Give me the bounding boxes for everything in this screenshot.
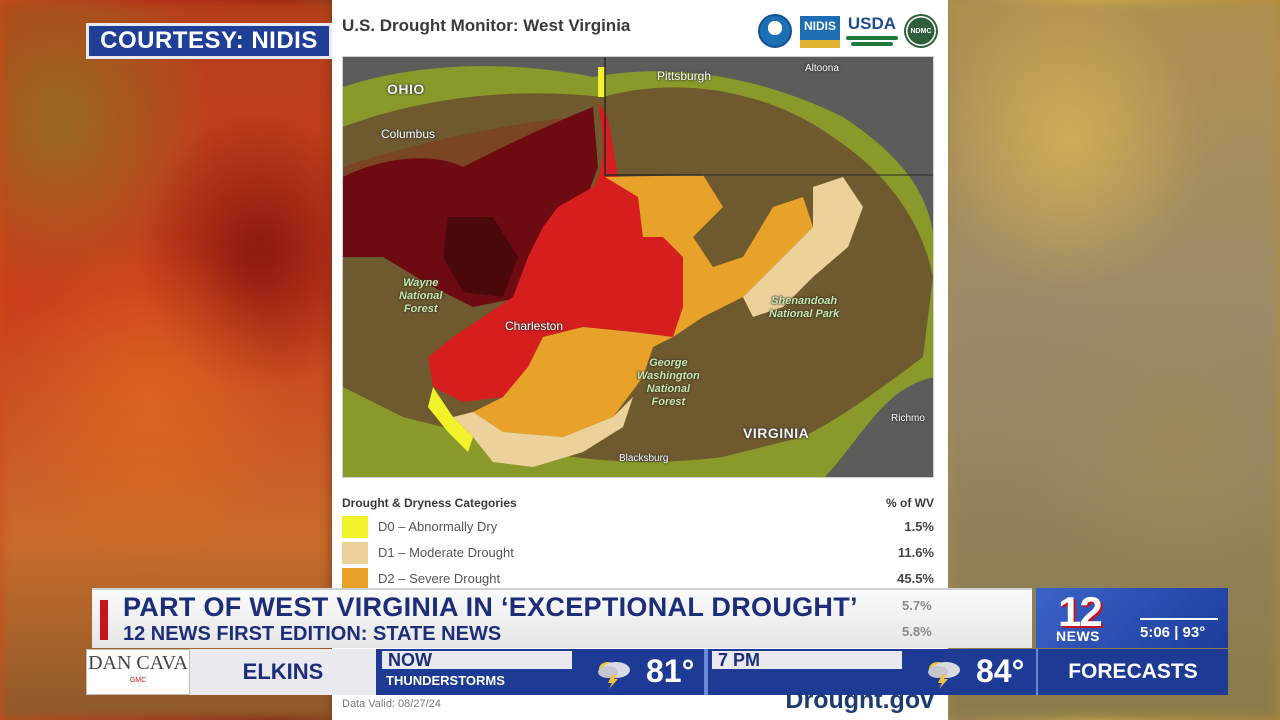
thunderstorm-icon [598,662,630,689]
thunderstorm-icon [928,662,960,689]
map-label-wayne-forest: Wayne National Forest [399,277,443,315]
legend-swatch-d1 [342,542,368,564]
sponsor-logo: DAN CAVA GMC [86,649,190,695]
weather-now-temp: 81° [646,653,695,689]
map-d1-wv-region [453,397,633,467]
map-d2-wv-region [473,175,813,437]
usda-logo: USDA [846,14,898,50]
weather-now-label: NOW [382,651,572,669]
legend-pct-heading: % of WV [886,496,934,510]
forecasts-label: FORECASTS [1036,649,1228,695]
map-label-virginia: VIRGINIA [743,425,810,441]
sponsor-sub: GMC [129,677,147,684]
legend-value-d3-partial: 5.7% [902,598,932,613]
map-label-richmond: Richmo [891,413,925,424]
map-label-columbus: Columbus [381,127,436,141]
legend-row-d1: D1 – Moderate Drought 11.6% [342,542,934,564]
nidis-logo: NIDIS [800,16,840,48]
map-label-ohio: OHIO [387,81,425,97]
map-label-charleston: Charleston [505,319,564,333]
time-temp: 5:06 | 93° [1140,624,1206,641]
usda-logo-text: USDA [847,14,897,33]
map-label-blacksburg: Blacksburg [619,453,669,464]
headline-accent [100,600,108,640]
data-valid-date: Data Valid: 08/27/24 [342,698,441,710]
map-label-pittsburgh: Pittsburgh [657,69,712,83]
legend-swatch-d2 [342,568,368,590]
drought-monitor-card: U.S. Drought Monitor: West Virginia NIDI… [332,0,948,720]
courtesy-badge: COURTESY: NIDIS [86,23,332,59]
noaa-logo [758,14,792,48]
legend-value-d1: 11.6% [897,545,934,560]
weather-now: NOW THUNDERSTORMS 81° [378,649,704,695]
map-label-shenandoah: Shenandoah National Park [769,295,840,320]
weather-now-condition: THUNDERSTORMS [386,673,505,688]
station-number: 12 [1058,588,1103,635]
map-label-george-washington: George Washington National Forest [637,357,700,408]
weather-later: 7 PM 84° [708,649,1034,695]
weather-later-label: 7 PM [712,651,902,669]
legend-value-d4-partial: 5.8% [902,624,932,639]
card-title: U.S. Drought Monitor: West Virginia [342,16,631,35]
legend-value-d2: 45.5% [897,571,934,586]
legend-row-d2: D2 – Severe Drought 45.5% [342,568,934,590]
legend-label-d0: D0 – Abnormally Dry [378,519,498,534]
weather-bar: DAN CAVA GMC ELKINS NOW THUNDERSTORMS 81… [86,649,1228,695]
legend-label-d2: D2 – Severe Drought [378,571,501,586]
headline-text: PART OF WEST VIRGINIA IN ‘EXCEPTIONAL DR… [123,592,858,622]
weather-city: ELKINS [190,649,376,695]
sponsor-name: DAN CAVA [88,652,188,674]
ndmc-logo: NDMC [904,14,938,48]
legend-label-d1: D1 – Moderate Drought [378,545,514,560]
legend-heading: Drought & Dryness Categories % of WV [342,496,934,510]
weather-later-temp: 84° [976,653,1025,689]
map-d3-region [428,102,683,402]
legend-value-d0: 1.5% [904,519,934,534]
map-label-altoona: Altoona [805,63,839,74]
partner-logos: NIDIS USDA NDMC [758,12,938,52]
drought-map: OHIO Pittsburgh Altoona Columbus Wayne N… [342,56,934,478]
legend-row-d0: D0 – Abnormally Dry 1.5% [342,516,934,538]
subhead-text: 12 NEWS FIRST EDITION: STATE NEWS [123,623,502,645]
legend-swatch-d0 [342,516,368,538]
legend-title: Drought & Dryness Categories [342,496,517,510]
station-logo: 12 NEWS 5:06 | 93° [1036,588,1228,648]
station-name: NEWS [1056,628,1100,644]
headline-banner: PART OF WEST VIRGINIA IN ‘EXCEPTIONAL DR… [92,588,1032,648]
drought-map-svg [343,57,933,477]
